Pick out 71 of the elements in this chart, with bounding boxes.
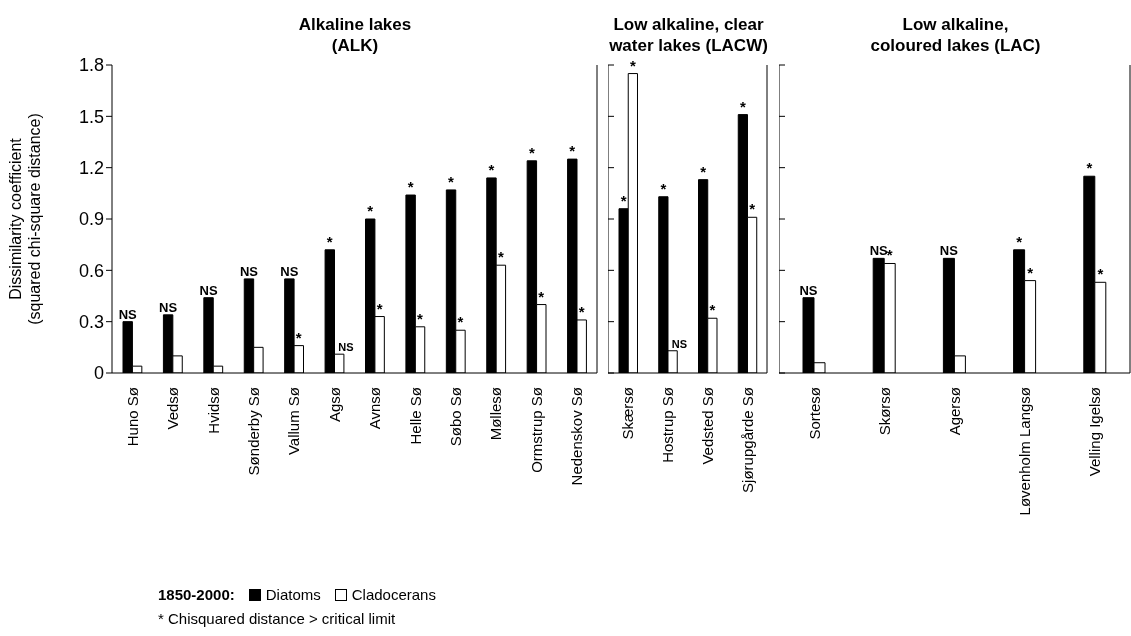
data-label: * bbox=[1016, 232, 1023, 250]
data-label: * bbox=[620, 191, 627, 209]
data-label: * bbox=[709, 301, 716, 319]
data-label: NS bbox=[199, 282, 218, 298]
legend-label: Diatoms bbox=[264, 586, 321, 603]
data-label: * bbox=[417, 309, 424, 327]
y-tick-label: 0.6 bbox=[78, 260, 104, 281]
data-label: * bbox=[569, 142, 576, 160]
x-tick-label: Løvenholm Langsø bbox=[1016, 387, 1034, 516]
data-label: * bbox=[629, 56, 636, 74]
text: * Chisquared distance > critical limit bbox=[158, 610, 396, 627]
data-label: * bbox=[367, 202, 374, 219]
data-label: NS bbox=[939, 243, 959, 259]
legend-title: 1850-2000: bbox=[158, 586, 235, 603]
data-label: * bbox=[660, 179, 667, 197]
x-tick-label: Hostrup Sø bbox=[659, 387, 677, 463]
data-label: NS bbox=[239, 263, 259, 279]
data-label: * bbox=[749, 200, 756, 218]
x-tick-label: Agersø bbox=[946, 387, 963, 436]
y-tick-label: 1.5 bbox=[78, 106, 104, 127]
data-label: * bbox=[739, 97, 746, 115]
x-tick-label: Vedsø bbox=[164, 387, 182, 430]
y-axis-title: Dissimilarity coefficient (squared chi-square distance) bbox=[6, 113, 43, 325]
chart-title: Alkaline lakes (ALK) bbox=[297, 14, 413, 56]
chart-title: Low alkaline, coloured lakes (LAC) bbox=[869, 14, 1042, 56]
x-tick-label: Søbo Sø bbox=[447, 387, 465, 447]
x-tick-label: Sønderby Sø bbox=[244, 387, 262, 476]
x-tick-label: Vedsted Sø bbox=[698, 387, 716, 465]
data-label: * bbox=[326, 232, 333, 250]
data-label: * bbox=[528, 143, 535, 161]
x-tick-label: Helle Sø bbox=[406, 387, 424, 445]
data-label: NS bbox=[118, 306, 138, 322]
x-tick-label: Sortesø bbox=[805, 387, 823, 440]
data-label: * bbox=[538, 287, 545, 305]
chart-title: Low alkaline, clear water lakes (LACW) bbox=[609, 14, 768, 56]
data-label: * bbox=[1097, 265, 1104, 283]
y-tick-label: 0 bbox=[93, 363, 104, 384]
y-tick-label: 0.9 bbox=[78, 209, 104, 230]
data-label: * bbox=[457, 313, 464, 331]
data-label: * bbox=[448, 172, 455, 190]
data-label: NS bbox=[338, 341, 354, 354]
data-label: NS bbox=[799, 282, 818, 298]
data-label: * bbox=[700, 162, 707, 180]
data-label: * bbox=[376, 299, 383, 317]
x-tick-label: Huno Sø bbox=[123, 387, 141, 447]
x-tick-label: Skærsø bbox=[619, 387, 637, 440]
y-tick-label: 0.3 bbox=[78, 312, 104, 333]
data-label: NS bbox=[280, 263, 299, 279]
x-tick-label: Skørsø bbox=[875, 387, 893, 436]
data-label: * bbox=[497, 248, 504, 266]
data-label: * bbox=[1027, 263, 1034, 281]
x-tick-label: Avnsø bbox=[366, 387, 384, 430]
data-label: * bbox=[886, 246, 893, 264]
data-label: * bbox=[407, 178, 414, 196]
legend-label: Cladocerans bbox=[350, 586, 436, 603]
x-tick-label: Nedenskov Sø bbox=[568, 387, 586, 486]
data-label: * bbox=[1086, 159, 1093, 177]
y-tick-label: 1.2 bbox=[78, 158, 104, 179]
data-label: * bbox=[488, 160, 495, 178]
x-tick-label: Agsø bbox=[325, 387, 343, 423]
x-tick-label: Velling Igelsø bbox=[1086, 387, 1104, 477]
x-tick-label: Ormstrup Sø bbox=[527, 387, 545, 473]
x-tick-label: Sjørupgårde Sø bbox=[738, 387, 756, 493]
data-label: NS bbox=[159, 299, 178, 315]
x-tick-label: Hvidsø bbox=[204, 387, 222, 434]
data-label: * bbox=[578, 302, 585, 320]
data-label: * bbox=[295, 328, 302, 346]
x-tick-label: Vallum Sø bbox=[285, 387, 303, 456]
data-label: NS bbox=[671, 337, 687, 350]
x-tick-label: Møllesø bbox=[487, 387, 505, 441]
y-tick-label: 1.8 bbox=[78, 55, 104, 76]
